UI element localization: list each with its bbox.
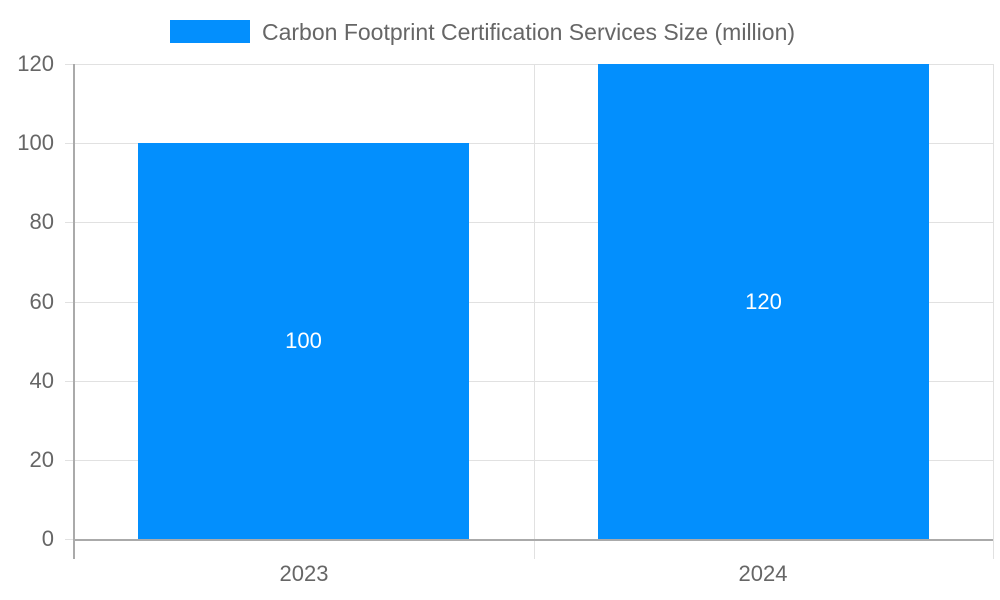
- y-tick-label: 0: [41, 526, 54, 551]
- bar-value-label: 120: [745, 289, 782, 314]
- bar-2024[interactable]: 120: [598, 64, 929, 539]
- x-tick-label: 2023: [279, 561, 329, 586]
- gridline-horizontal: [65, 64, 993, 65]
- x-tick-label: 2024: [738, 561, 788, 586]
- gridline-vertical: [534, 64, 535, 559]
- y-tick-label: 20: [29, 447, 54, 472]
- gridline-horizontal: [65, 302, 993, 303]
- tick-mark-zero: [65, 539, 74, 540]
- gridline-horizontal: [65, 460, 993, 461]
- y-tick-label: 60: [29, 289, 54, 314]
- y-tick-label: 40: [29, 368, 54, 393]
- legend-label[interactable]: Carbon Footprint Certification Services …: [262, 19, 796, 45]
- y-tick-label: 120: [17, 51, 54, 76]
- gridline-horizontal: [65, 381, 993, 382]
- y-tick-label: 80: [29, 209, 54, 234]
- bar-2023[interactable]: 100: [138, 143, 469, 539]
- legend-swatch[interactable]: [170, 20, 250, 43]
- y-axis: [73, 64, 75, 559]
- y-tick-label: 100: [17, 130, 54, 155]
- gridline-horizontal: [65, 222, 993, 223]
- gridline-vertical: [993, 64, 994, 559]
- gridline-horizontal: [65, 143, 993, 144]
- x-axis: [74, 539, 993, 541]
- bar-value-label: 100: [285, 328, 322, 353]
